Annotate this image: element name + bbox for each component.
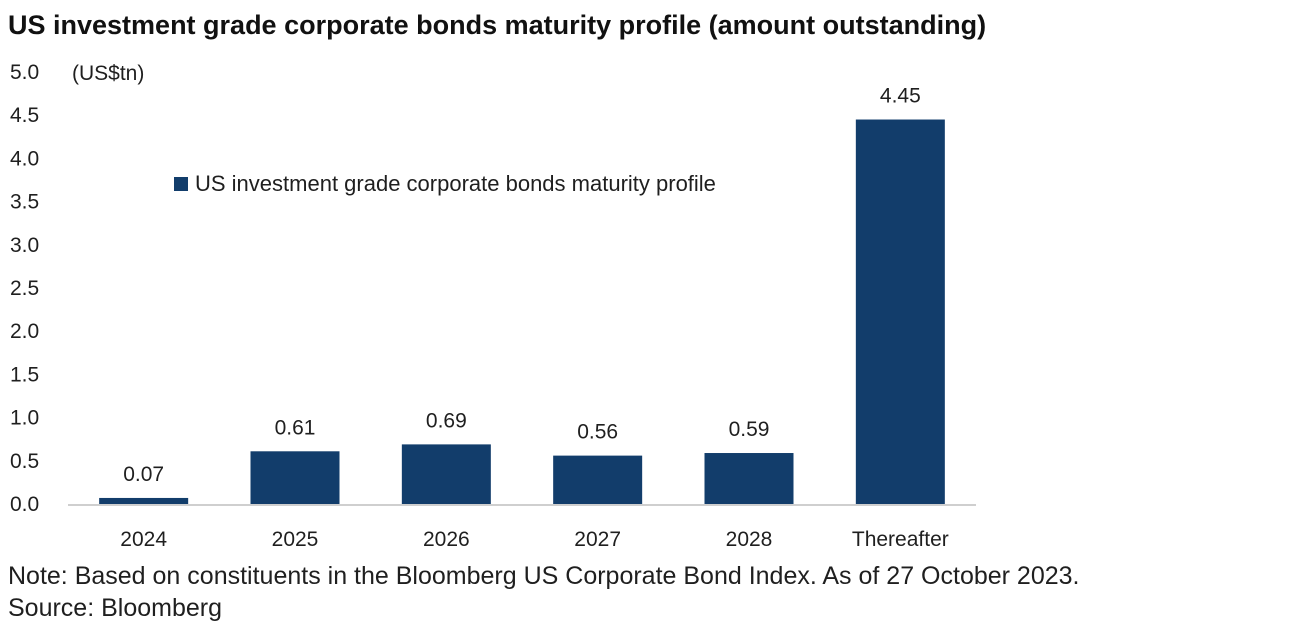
y-tick-label: 0.0 bbox=[10, 493, 39, 516]
y-axis-unit-label: (US$tn) bbox=[72, 62, 144, 85]
y-tick-label: 1.5 bbox=[10, 363, 39, 386]
bar-data-label: 0.61 bbox=[275, 416, 316, 439]
bar bbox=[553, 455, 643, 504]
bar bbox=[704, 453, 794, 504]
y-tick-label: 2.0 bbox=[10, 320, 39, 343]
bar-data-label: 0.69 bbox=[426, 409, 467, 432]
y-tick-label: 5.0 bbox=[10, 61, 39, 84]
y-tick-label: 3.5 bbox=[10, 191, 39, 214]
x-tick-label: 2025 bbox=[272, 528, 319, 551]
x-axis-ticks: 2024 2025 2026 2027 2028 Thereafter bbox=[120, 528, 948, 551]
y-tick-label: 3.0 bbox=[10, 234, 39, 257]
x-tick-label: 2026 bbox=[423, 528, 470, 551]
bar-data-label: 0.56 bbox=[577, 421, 618, 444]
chart-title: US investment grade corporate bonds matu… bbox=[8, 10, 987, 40]
bar bbox=[401, 444, 491, 504]
x-tick-label: 2028 bbox=[726, 528, 773, 551]
y-tick-label: 2.5 bbox=[10, 277, 39, 300]
x-tick-label: 2027 bbox=[574, 528, 621, 551]
y-tick-label: 4.0 bbox=[10, 147, 39, 170]
bar-data-label: 4.45 bbox=[880, 85, 921, 108]
bar bbox=[99, 497, 189, 504]
bars bbox=[99, 119, 945, 505]
y-tick-label: 0.5 bbox=[10, 450, 39, 473]
data-labels: 0.07 0.61 0.69 0.56 0.59 4.45 bbox=[123, 85, 921, 486]
y-tick-label: 4.5 bbox=[10, 104, 39, 127]
footnote-note: Note: Based on constituents in the Bloom… bbox=[8, 562, 1080, 590]
bar bbox=[250, 451, 340, 504]
bar bbox=[855, 119, 945, 505]
legend: US investment grade corporate bonds matu… bbox=[174, 171, 716, 196]
bar-data-label: 0.59 bbox=[729, 418, 770, 441]
x-tick-label: Thereafter bbox=[852, 528, 949, 551]
x-tick-label: 2024 bbox=[120, 528, 167, 551]
footnote-source: Source: Bloomberg bbox=[8, 594, 223, 622]
y-axis-ticks: 0.0 0.5 1.0 1.5 2.0 2.5 3.0 3.5 4.0 4.5 5.0 bbox=[10, 61, 39, 516]
legend-swatch bbox=[174, 177, 188, 191]
y-tick-label: 1.0 bbox=[10, 407, 39, 430]
legend-label: US investment grade corporate bonds matu… bbox=[195, 171, 716, 196]
bar-data-label: 0.07 bbox=[123, 463, 164, 486]
bar-chart: 0.0 0.5 1.0 1.5 2.0 2.5 3.0 3.5 4.0 4.5 5.0 (US$tn… bbox=[10, 61, 976, 551]
